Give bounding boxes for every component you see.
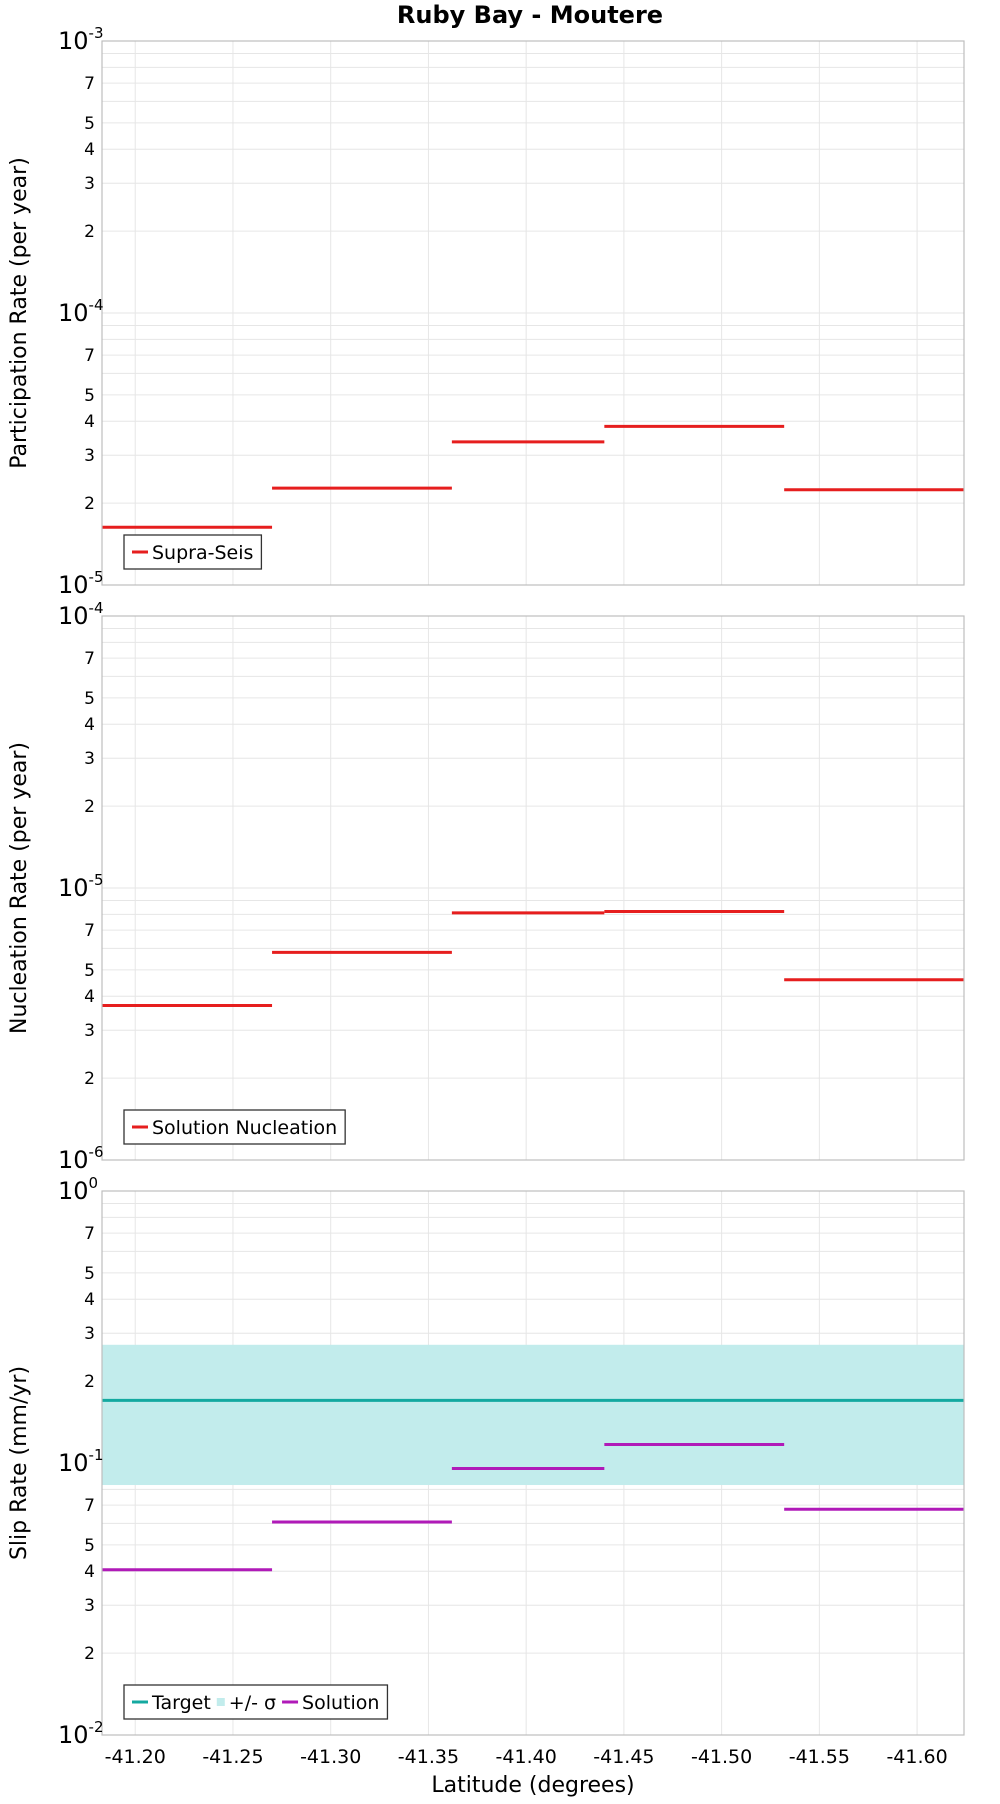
x-axis: -41.20 -41.25 -41.30 -41.35 -41.40 -41.45 -41.… — [105, 1746, 948, 1798]
y-tick-label-major: 100 — [58, 1174, 98, 1205]
y-tick-base: 10 — [58, 1146, 89, 1174]
plot-frame — [101, 1190, 965, 1736]
y-axis-label: Nucleation Rate (per year) — [7, 742, 32, 1034]
x-tick-label: -41.30 — [300, 1746, 361, 1768]
legend-label: +/- σ — [229, 1692, 276, 1714]
y-tick-label-minor: 4 — [84, 1562, 95, 1582]
legend: Supra-Seis — [123, 534, 263, 570]
x-tick-label: -41.55 — [789, 1746, 850, 1768]
y-tick-label-minor: 7 — [84, 1496, 95, 1516]
y-tick-label-major: 10-4 — [58, 296, 104, 327]
y-tick-base: 10 — [58, 1449, 89, 1477]
x-tick-label: -41.45 — [593, 1746, 654, 1768]
y-tick-exponent: -4 — [89, 599, 104, 617]
y-tick-exponent: -1 — [89, 1446, 104, 1464]
y-tick-label-minor: 5 — [84, 1264, 95, 1284]
legend-box — [123, 1684, 389, 1720]
y-tick-base: 10 — [58, 1177, 89, 1205]
y-tick-exponent: -6 — [89, 1143, 104, 1161]
y-tick-label-minor: 3 — [84, 1324, 95, 1344]
x-axis-label: Latitude (degrees) — [431, 1773, 634, 1798]
y-tick-label-minor: 7 — [84, 1224, 95, 1244]
y-axis-label: Participation Rate (per year) — [7, 157, 32, 469]
y-tick-base: 10 — [58, 602, 89, 630]
y-tick-base: 10 — [58, 571, 89, 599]
x-tick-label: -41.20 — [105, 1746, 166, 1768]
y-tick-label-minor: 7 — [84, 921, 95, 941]
y-tick-label-major: 10-6 — [58, 1143, 104, 1174]
chart-title: Ruby Bay - Moutere — [397, 1, 663, 29]
x-tick-label: -41.40 — [496, 1746, 557, 1768]
plot-frame — [101, 40, 965, 586]
legend: Target +/- σ Solution — [123, 1684, 389, 1720]
y-tick-base: 10 — [58, 874, 89, 902]
y-tick-label-minor: 2 — [84, 1644, 95, 1664]
y-tick-label-minor: 7 — [84, 346, 95, 366]
y-tick-label-major: 10-2 — [58, 1718, 104, 1749]
y-tick-label-minor: 2 — [84, 222, 95, 242]
y-tick-label-minor: 5 — [84, 961, 95, 981]
y-tick-label-major: 10-3 — [58, 24, 104, 55]
y-tick-label-minor: 3 — [84, 446, 95, 466]
y-axis-label: Slip Rate (mm/yr) — [7, 1366, 32, 1560]
legend: Solution Nucleation — [123, 1109, 346, 1145]
y-tick-exponent: -5 — [89, 871, 104, 889]
y-tick-label-minor: 2 — [84, 1372, 95, 1392]
x-tick-label: -41.60 — [886, 1746, 947, 1768]
y-tick-label-minor: 2 — [84, 1069, 95, 1089]
y-tick-label-minor: 5 — [84, 689, 95, 709]
y-tick-exponent: -4 — [89, 296, 104, 314]
y-tick-label-minor: 7 — [84, 74, 95, 94]
y-tick-label-minor: 3 — [84, 174, 95, 194]
y-tick-label-minor: 3 — [84, 1021, 95, 1041]
y-tick-base: 10 — [58, 1721, 89, 1749]
y-tick-label-minor: 4 — [84, 412, 95, 432]
y-tick-label-minor: 3 — [84, 1596, 95, 1616]
x-tick-label: -41.25 — [202, 1746, 263, 1768]
y-tick-base: 10 — [58, 299, 89, 327]
legend-label: Supra-Seis — [152, 542, 253, 564]
x-tick-label: -41.35 — [398, 1746, 459, 1768]
y-tick-label-minor: 2 — [84, 797, 95, 817]
y-tick-exponent: -5 — [89, 568, 104, 586]
legend-label: Solution Nucleation — [152, 1117, 337, 1139]
y-tick-label-major: 10-4 — [58, 599, 104, 630]
y-tick-label-minor: 2 — [84, 494, 95, 514]
y-tick-exponent: 0 — [89, 1174, 99, 1192]
y-tick-label-minor: 4 — [84, 1290, 95, 1310]
legend-box — [123, 1109, 346, 1145]
y-tick-label-minor: 5 — [84, 1536, 95, 1556]
y-tick-base: 10 — [58, 27, 89, 55]
y-tick-exponent: -3 — [89, 24, 104, 42]
x-tick-label: -41.50 — [691, 1746, 752, 1768]
y-tick-exponent: -2 — [89, 1718, 104, 1736]
legend-swatch-band — [216, 1698, 225, 1706]
y-tick-label-minor: 7 — [84, 649, 95, 669]
y-tick-label-minor: 4 — [84, 715, 95, 735]
y-tick-label-minor: 4 — [84, 140, 95, 160]
y-tick-label-major: 10-5 — [58, 871, 104, 902]
plot-frame — [101, 615, 965, 1161]
y-tick-label-minor: 5 — [84, 386, 95, 406]
sigma-band — [102, 1344, 964, 1486]
legend-label: Target — [151, 1692, 211, 1714]
legend-label: Solution — [302, 1692, 379, 1714]
y-tick-label-major: 10-5 — [58, 568, 104, 599]
y-tick-label-minor: 3 — [84, 749, 95, 769]
y-tick-label-minor: 4 — [84, 987, 95, 1007]
y-tick-label-minor: 5 — [84, 114, 95, 134]
y-tick-label-major: 10-1 — [58, 1446, 104, 1477]
